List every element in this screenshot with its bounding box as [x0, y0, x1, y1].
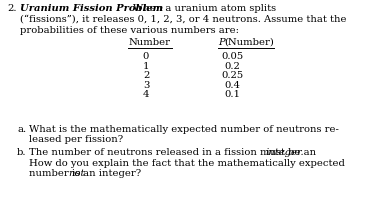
- Text: Uranium Fission Problem: Uranium Fission Problem: [20, 4, 163, 13]
- Text: 0.05: 0.05: [221, 52, 243, 61]
- Text: 2.: 2.: [7, 4, 17, 13]
- Text: 4: 4: [143, 90, 149, 99]
- Text: P: P: [218, 38, 225, 47]
- Text: What is the mathematically expected number of neutrons re-: What is the mathematically expected numb…: [29, 125, 339, 134]
- Text: a.: a.: [17, 125, 26, 134]
- Text: b.: b.: [17, 148, 27, 157]
- Text: 0.1: 0.1: [224, 90, 240, 99]
- Text: The number of neutrons released in a fission must be an: The number of neutrons released in a fis…: [29, 148, 319, 157]
- Text: How do you explain the fact that the mathematically expected: How do you explain the fact that the mat…: [29, 159, 345, 167]
- Text: 1: 1: [143, 61, 149, 71]
- Text: integer.: integer.: [265, 148, 304, 157]
- Text: an integer?: an integer?: [80, 169, 141, 178]
- Text: 0: 0: [143, 52, 149, 61]
- Text: 3: 3: [143, 81, 149, 89]
- Text: 0.25: 0.25: [221, 71, 243, 80]
- Text: probabilities of these various numbers are:: probabilities of these various numbers a…: [20, 26, 239, 35]
- Text: Number: Number: [128, 38, 170, 47]
- Text: not: not: [68, 169, 84, 178]
- Text: (Number): (Number): [224, 38, 274, 47]
- Text: number is: number is: [29, 169, 83, 178]
- Text: 0.4: 0.4: [224, 81, 240, 89]
- Text: (“fissions”), it releases 0, 1, 2, 3, or 4 neutrons. Assume that the: (“fissions”), it releases 0, 1, 2, 3, or…: [20, 15, 346, 24]
- Text: When a uranium atom splits: When a uranium atom splits: [133, 4, 276, 13]
- Text: 0.2: 0.2: [224, 61, 240, 71]
- Text: 2: 2: [143, 71, 149, 80]
- Text: leased per fission?: leased per fission?: [29, 136, 123, 145]
